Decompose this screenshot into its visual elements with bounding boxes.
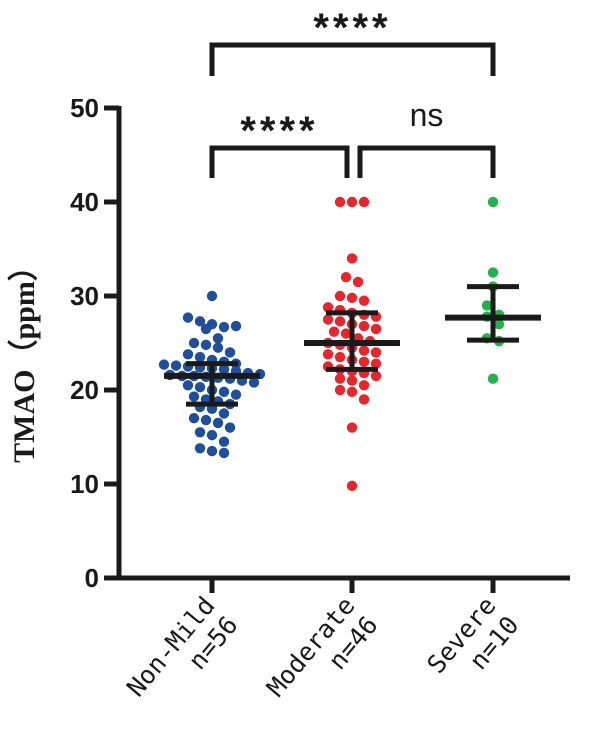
data-point [206, 290, 218, 302]
data-point [224, 422, 236, 433]
data-point [194, 443, 206, 454]
data-point [218, 364, 230, 375]
data-point [212, 417, 224, 429]
data-point [346, 386, 358, 398]
data-point [334, 196, 346, 208]
data-point [158, 359, 170, 370]
data-point [218, 436, 230, 447]
data-point [200, 323, 212, 335]
data-point [346, 480, 358, 492]
data-point [194, 316, 206, 327]
data-point [182, 312, 194, 323]
data-point [352, 276, 364, 288]
data-point [358, 380, 370, 391]
data-point [487, 267, 499, 278]
data-point [346, 196, 358, 208]
significance-bracket [209, 145, 350, 178]
significance-brackets: **** **** ns [209, 6, 496, 178]
y-tick-label: 40 [70, 187, 99, 217]
data-point [487, 196, 499, 208]
data-point [358, 196, 370, 208]
significance-label: ns [410, 97, 444, 133]
data-point [188, 337, 200, 349]
y-tick-label: 50 [70, 93, 99, 123]
data-point [334, 351, 346, 363]
data-point [200, 414, 212, 426]
data-point [322, 314, 334, 325]
summary-bars [164, 284, 541, 407]
data-point [334, 290, 346, 302]
data-point [218, 408, 230, 419]
y-tick-label: 10 [70, 469, 99, 499]
data-point [334, 316, 346, 327]
data-point [182, 380, 194, 391]
data-point [206, 445, 218, 457]
data-point [358, 394, 370, 405]
data-point [248, 377, 260, 388]
significance-bracket [357, 145, 496, 178]
data-point [481, 300, 493, 311]
data-point [370, 358, 382, 369]
data-point [334, 373, 346, 384]
data-point [322, 349, 334, 360]
data-point [218, 321, 230, 333]
data-point [188, 391, 200, 402]
data-point [340, 328, 352, 339]
data-point [358, 320, 370, 332]
y-tick-label: 30 [70, 281, 99, 311]
data-point [370, 370, 382, 382]
data-point [346, 253, 358, 264]
significance-bracket [209, 42, 496, 76]
data-point [230, 320, 242, 332]
y-tick-label: 0 [85, 563, 99, 593]
data-point [358, 345, 370, 356]
data-point [182, 349, 194, 360]
data-point [328, 326, 340, 337]
data-point [194, 427, 206, 438]
data-point [334, 384, 346, 396]
data-point [194, 381, 206, 393]
y-axis-label: TMAO（ppm） [7, 251, 41, 463]
data-point [346, 422, 358, 433]
significance-label: **** [240, 109, 318, 153]
data-point [322, 302, 334, 313]
data-point [358, 356, 370, 367]
data-point [218, 386, 230, 398]
data-point [170, 360, 182, 371]
y-tick-label: 20 [70, 375, 99, 405]
data-point [194, 351, 206, 363]
data-point [340, 272, 352, 283]
data-point [200, 339, 212, 351]
data-point [230, 389, 242, 400]
data-point [370, 323, 382, 335]
data-point [487, 373, 499, 384]
data-point [493, 319, 505, 330]
data-point [346, 292, 358, 304]
data-point [224, 347, 236, 358]
data-point [212, 333, 224, 344]
data-point [188, 413, 200, 424]
data-point [358, 295, 370, 306]
significance-label: **** [313, 6, 391, 50]
data-point [206, 429, 218, 441]
data-point [346, 375, 358, 386]
data-point [218, 447, 230, 459]
data-point [370, 347, 382, 358]
data-point [212, 342, 224, 353]
